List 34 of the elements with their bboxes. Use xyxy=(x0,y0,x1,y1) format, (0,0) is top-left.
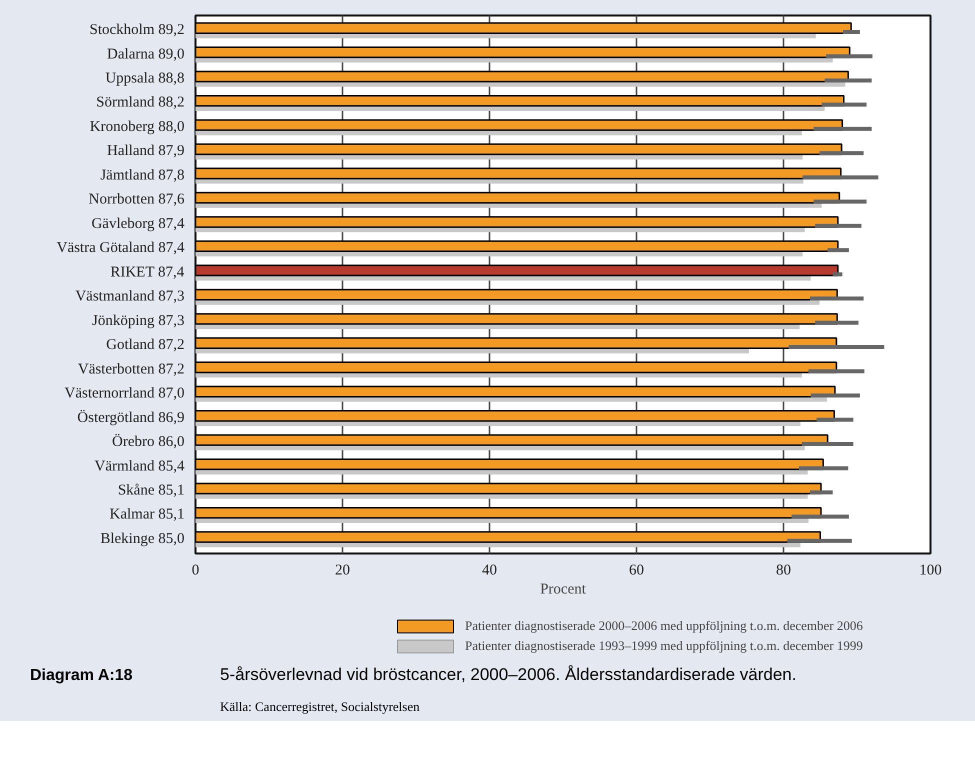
category-label: Skåne 85,1 xyxy=(118,482,185,498)
text: Diagram A:18 xyxy=(30,666,134,686)
category-label: Halland 87,9 xyxy=(107,143,184,160)
category-label: Uppsala 88,8 xyxy=(105,70,185,87)
x-axis-title: Procent xyxy=(540,582,587,598)
x-tick-label: 100 xyxy=(919,562,942,578)
category-label: Norrbotten 87,6 xyxy=(88,192,185,208)
category-label: Kalmar 85,1 xyxy=(110,506,185,523)
legend-label: Patienter diagnostiserade 1993–1999 med uppföljning t.o.m. december 1999 xyxy=(465,638,863,654)
category-label: Jönköping 87,3 xyxy=(92,312,185,329)
category-label: Gotland 87,2 xyxy=(106,337,185,354)
text: 5-årsöverlevnad vid bröstcancer, 2000–2006. Åldersstandardiserade värden. xyxy=(220,665,796,684)
text: Källa: Cancerregistret, Socialstyrelsen xyxy=(220,698,420,714)
category-label: Dalarna 89,0 xyxy=(107,46,184,62)
category-label: Gävleborg 87,4 xyxy=(91,216,185,232)
category-label: Kronoberg 88,0 xyxy=(90,118,185,135)
category-label: Västmanland 87,3 xyxy=(75,288,185,305)
category-label: Blekinge 85,0 xyxy=(100,530,184,547)
category-label: Västerbotten 87,2 xyxy=(78,361,184,378)
category-label: Örebro 86,0 xyxy=(112,434,185,450)
category-label: Västernorrland 87,0 xyxy=(64,386,185,402)
category-label: Sörmland 88,2 xyxy=(96,94,185,111)
x-tick-label: 80 xyxy=(776,562,791,578)
category-label: Västra Götaland 87,4 xyxy=(56,240,185,256)
category-label: Östergötland 86,9 xyxy=(77,410,185,426)
x-tick-label: 20 xyxy=(335,562,350,578)
category-label: RIKET 87,4 xyxy=(110,264,184,280)
category-label: Stockholm 89,2 xyxy=(90,22,185,38)
category-label: Jämtland 87,8 xyxy=(100,167,184,184)
x-tick-label: 0 xyxy=(192,562,200,578)
x-tick-label: 40 xyxy=(482,562,497,578)
category-label: Värmland 85,4 xyxy=(94,458,185,474)
x-tick-label: 60 xyxy=(629,562,644,578)
legend-label: Patienter diagnostiserade 2000–2006 med uppföljning t.o.m. december 2006 xyxy=(465,618,863,634)
